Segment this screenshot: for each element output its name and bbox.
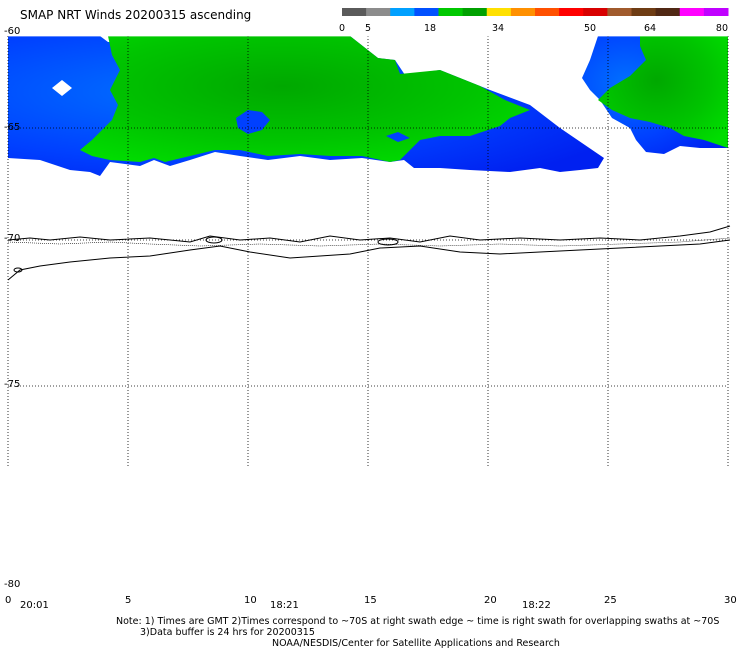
wind-swath-right <box>582 36 728 154</box>
lon-label-30: 30 <box>724 595 737 606</box>
colorbar-tick-label: 34 <box>492 23 504 34</box>
colorbar-tick-label: 0 <box>339 23 345 34</box>
lon-label-20: 20 <box>484 595 497 606</box>
lat-label-60: -60 <box>4 26 21 37</box>
colorbar-segment <box>679 8 705 16</box>
colorbar-segment <box>655 8 681 16</box>
time-label-3: 18:22 <box>522 600 551 611</box>
colorbar-segment <box>438 8 464 16</box>
colorbar-tick-label: 64 <box>644 23 656 34</box>
colorbar-segment <box>535 8 560 16</box>
colorbar-segment <box>607 8 632 16</box>
colorbar-tick-label: 18 <box>424 23 436 34</box>
colorbar-tick-label: 50 <box>584 23 596 34</box>
time-label-1: 20:01 <box>20 600 49 611</box>
gridlines <box>7 35 729 591</box>
credit-line: NOAA/NESDIS/Center for Satellite Applica… <box>272 638 560 649</box>
note-line-1: Note: 1) Times are GMT 2)Times correspon… <box>116 616 720 627</box>
colorbar: 0 5 18 34 50 64 80 <box>339 8 729 34</box>
lat-label-65: -65 <box>4 122 21 133</box>
coastline <box>7 225 731 281</box>
colorbar-segment <box>703 8 729 16</box>
lat-label-70: -70 <box>4 233 21 244</box>
colorbar-tick-label: 5 <box>365 23 371 34</box>
colorbar-segment <box>583 8 608 16</box>
colorbar-segment <box>414 8 439 16</box>
colorbar-tick-label: 80 <box>716 23 728 34</box>
lon-label-5: 5 <box>125 595 132 606</box>
colorbar-segment <box>390 8 415 16</box>
colorbar-segment <box>559 8 584 16</box>
lon-label-10: 10 <box>244 595 257 606</box>
colorbar-segment <box>510 8 536 16</box>
colorbar-segment <box>486 8 512 16</box>
note-line-2: 3)Data buffer is 24 hrs for 20200315 <box>140 627 315 638</box>
lon-label-15: 15 <box>364 595 377 606</box>
lon-label-25: 25 <box>604 595 617 606</box>
wind-swath-left <box>8 36 604 176</box>
colorbar-segment <box>366 8 391 16</box>
lat-label-80: -80 <box>4 579 21 590</box>
colorbar-segment <box>462 8 488 16</box>
time-label-2: 18:21 <box>270 600 299 611</box>
lon-label-0: 0 <box>5 595 12 606</box>
colorbar-segment <box>342 8 367 16</box>
lat-label-75: -75 <box>4 379 21 390</box>
colorbar-segment <box>631 8 657 16</box>
map-title: SMAP NRT Winds 20200315 ascending <box>20 8 252 22</box>
